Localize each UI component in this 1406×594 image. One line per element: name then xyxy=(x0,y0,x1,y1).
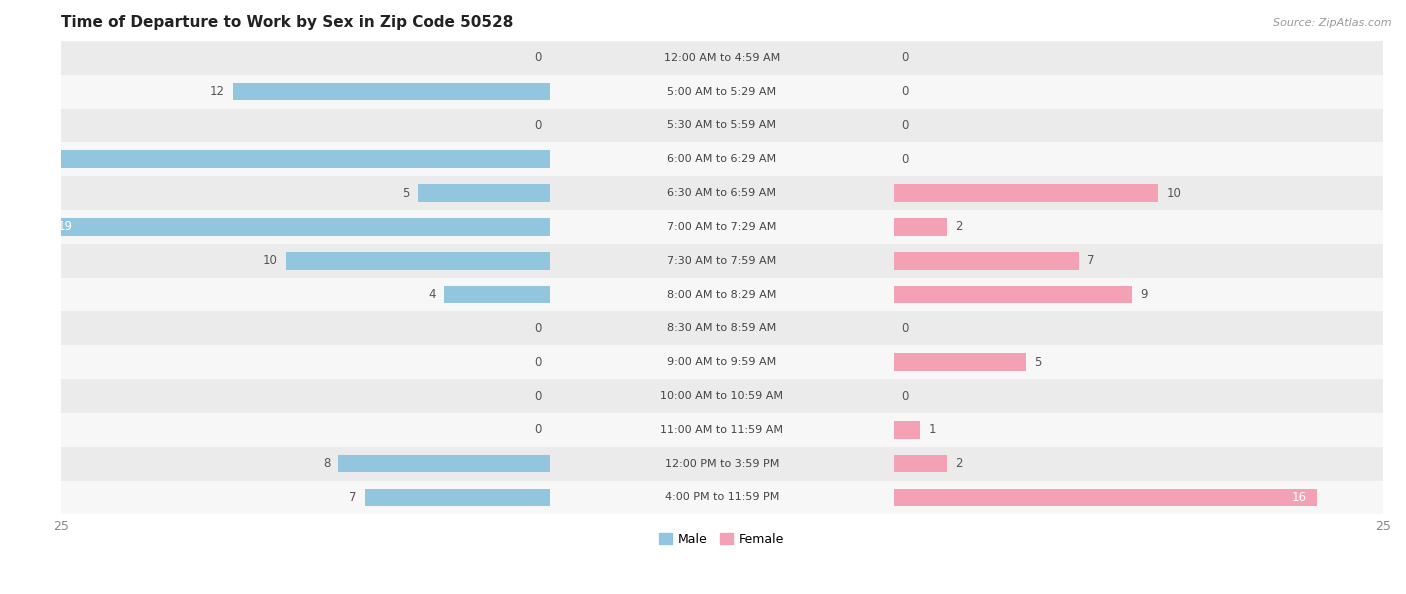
Text: 8:30 AM to 8:59 AM: 8:30 AM to 8:59 AM xyxy=(668,323,776,333)
Text: 0: 0 xyxy=(534,356,543,369)
Bar xyxy=(894,286,1132,304)
Text: 7:00 AM to 7:29 AM: 7:00 AM to 7:29 AM xyxy=(668,222,776,232)
Bar xyxy=(60,210,1384,244)
Text: 10:00 AM to 10:59 AM: 10:00 AM to 10:59 AM xyxy=(661,391,783,401)
Text: 5: 5 xyxy=(1033,356,1042,369)
Text: 5:00 AM to 5:29 AM: 5:00 AM to 5:29 AM xyxy=(668,87,776,97)
Text: 0: 0 xyxy=(901,85,910,98)
Bar xyxy=(60,311,1384,345)
Bar xyxy=(60,379,1384,413)
Text: 12:00 AM to 4:59 AM: 12:00 AM to 4:59 AM xyxy=(664,53,780,63)
Bar xyxy=(60,447,1384,481)
Text: 12: 12 xyxy=(209,85,225,98)
Text: 0: 0 xyxy=(534,390,543,403)
Bar xyxy=(444,286,550,304)
Text: 9: 9 xyxy=(1140,288,1147,301)
Bar xyxy=(60,109,1384,143)
Text: Source: ZipAtlas.com: Source: ZipAtlas.com xyxy=(1274,18,1392,28)
Bar xyxy=(894,353,1026,371)
Text: 16: 16 xyxy=(1291,491,1306,504)
Bar xyxy=(60,481,1384,514)
Text: 5: 5 xyxy=(402,187,411,200)
Text: Time of Departure to Work by Sex in Zip Code 50528: Time of Departure to Work by Sex in Zip … xyxy=(60,15,513,30)
Bar xyxy=(894,455,946,472)
Bar xyxy=(366,489,550,506)
Text: 10: 10 xyxy=(1166,187,1181,200)
Text: 5:30 AM to 5:59 AM: 5:30 AM to 5:59 AM xyxy=(668,121,776,131)
Bar xyxy=(418,184,550,202)
Text: 0: 0 xyxy=(534,51,543,64)
Text: 21: 21 xyxy=(6,153,20,166)
Bar xyxy=(60,244,1384,277)
Bar xyxy=(0,150,550,168)
Bar xyxy=(60,176,1384,210)
Bar xyxy=(60,277,1384,311)
Text: 2: 2 xyxy=(955,220,962,233)
Text: 4: 4 xyxy=(429,288,436,301)
Text: 0: 0 xyxy=(534,424,543,437)
Text: 0: 0 xyxy=(901,322,910,335)
Bar xyxy=(60,345,1384,379)
Bar xyxy=(285,252,550,270)
Bar xyxy=(48,218,550,236)
Text: 1: 1 xyxy=(928,424,935,437)
Bar xyxy=(894,184,1159,202)
Bar xyxy=(894,489,1317,506)
Bar xyxy=(894,252,1078,270)
Bar xyxy=(339,455,550,472)
Bar xyxy=(894,218,946,236)
Text: 2: 2 xyxy=(955,457,962,470)
Text: 19: 19 xyxy=(58,220,73,233)
Text: 4:00 PM to 11:59 PM: 4:00 PM to 11:59 PM xyxy=(665,492,779,503)
Bar xyxy=(60,143,1384,176)
Bar xyxy=(232,83,550,100)
Text: 0: 0 xyxy=(901,51,910,64)
Text: 0: 0 xyxy=(901,119,910,132)
Bar xyxy=(60,413,1384,447)
Text: 0: 0 xyxy=(534,322,543,335)
Text: 7: 7 xyxy=(1087,254,1094,267)
Bar xyxy=(894,421,921,438)
Text: 6:00 AM to 6:29 AM: 6:00 AM to 6:29 AM xyxy=(668,154,776,165)
Text: 9:00 AM to 9:59 AM: 9:00 AM to 9:59 AM xyxy=(668,357,776,367)
Bar xyxy=(60,41,1384,75)
Bar xyxy=(60,75,1384,109)
Text: 8:00 AM to 8:29 AM: 8:00 AM to 8:29 AM xyxy=(668,289,776,299)
Text: 7:30 AM to 7:59 AM: 7:30 AM to 7:59 AM xyxy=(668,256,776,266)
Text: 11:00 AM to 11:59 AM: 11:00 AM to 11:59 AM xyxy=(661,425,783,435)
Text: 7: 7 xyxy=(350,491,357,504)
Text: 8: 8 xyxy=(323,457,330,470)
Text: 0: 0 xyxy=(901,390,910,403)
Text: 0: 0 xyxy=(901,153,910,166)
Text: 10: 10 xyxy=(263,254,277,267)
Legend: Male, Female: Male, Female xyxy=(654,527,790,551)
Text: 12:00 PM to 3:59 PM: 12:00 PM to 3:59 PM xyxy=(665,459,779,469)
Text: 0: 0 xyxy=(534,119,543,132)
Text: 6:30 AM to 6:59 AM: 6:30 AM to 6:59 AM xyxy=(668,188,776,198)
